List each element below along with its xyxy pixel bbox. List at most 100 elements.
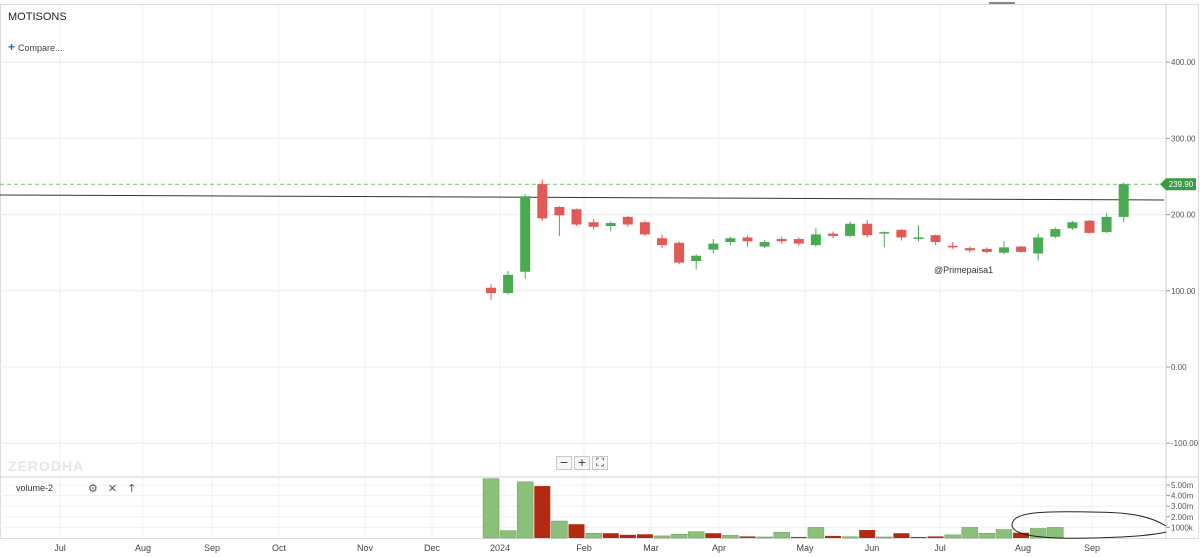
- candle-body: [537, 184, 548, 219]
- volume-bar: [499, 530, 517, 539]
- volume-bar: [534, 486, 551, 538]
- candle-body: [639, 222, 650, 235]
- candle-body: [742, 237, 753, 242]
- volume-bar: [859, 530, 876, 538]
- candle-body: [793, 238, 804, 244]
- volume-bar: [790, 536, 807, 538]
- candle-body: [845, 223, 856, 236]
- volume-bar: [568, 524, 585, 538]
- volume-bar: [961, 527, 979, 539]
- x-tick-label: Feb: [576, 543, 592, 553]
- volume-bar: [1029, 528, 1047, 539]
- volume-indicator-label: volume-2: [16, 483, 54, 493]
- candle-body: [674, 242, 685, 263]
- add-icon: +: [8, 40, 16, 54]
- candle-body: [486, 287, 496, 294]
- candle-body: [930, 235, 941, 243]
- volume-bar: [807, 527, 825, 539]
- candle-body: [947, 245, 958, 248]
- candle-body: [1084, 220, 1095, 233]
- volume-bar: [927, 536, 944, 538]
- arrow-up-icon[interactable]: ↑: [127, 482, 137, 495]
- volume-bar: [876, 536, 893, 539]
- candle-body: [622, 216, 633, 225]
- candle-body: [862, 223, 873, 236]
- candle-body: [725, 238, 736, 243]
- symbol-title[interactable]: MOTISONS: [8, 11, 67, 23]
- price-tag-bg: [1160, 178, 1196, 191]
- trendline: [0, 194, 1165, 201]
- chart-frame: [0, 4, 1199, 539]
- volume-bar: [482, 478, 500, 539]
- y-tick-label: 0.00: [1171, 363, 1187, 372]
- volume-bar: [722, 535, 739, 539]
- volume-tick-label: 3.00m: [1171, 502, 1194, 511]
- volume-bar: [670, 534, 688, 539]
- zoom-controls: − + ⛶: [556, 456, 608, 470]
- volume-bar: [687, 531, 705, 539]
- volume-bar: [841, 536, 859, 539]
- volume-bar: [516, 481, 534, 539]
- x-tick-label: Dec: [424, 543, 441, 553]
- volume-indicator-tools: ⚙ ✕ ↑: [88, 482, 136, 495]
- settings-icon[interactable]: ⚙: [88, 482, 98, 495]
- volume-bar: [773, 531, 790, 539]
- candle-body: [503, 274, 514, 294]
- compare-button[interactable]: + Compare...: [8, 40, 63, 54]
- y-tick-label: 100.00: [1171, 287, 1196, 296]
- x-tick-label: Mar: [643, 543, 659, 553]
- volume-bar: [653, 535, 671, 539]
- candle-body: [691, 255, 702, 262]
- y-tick-label: 300.00: [1171, 134, 1196, 143]
- annotation-circle: [1011, 511, 1167, 539]
- fullscreen-button[interactable]: ⛶: [592, 456, 608, 470]
- candle-body: [810, 234, 821, 246]
- volume-bar: [705, 533, 722, 538]
- compare-label: Compare...: [18, 43, 63, 53]
- volume-bar: [995, 529, 1013, 539]
- volume-bar: [1047, 527, 1064, 539]
- volume-bar: [910, 536, 927, 538]
- signature-label: @Primepaisa1: [934, 265, 993, 275]
- volume-tick-label: 1000k: [1171, 523, 1194, 532]
- x-tick-label: 2024: [490, 543, 510, 553]
- candle-body: [1033, 237, 1044, 254]
- candle-body: [776, 238, 787, 242]
- volume-bar: [1013, 532, 1030, 538]
- volume-bar: [944, 534, 961, 539]
- volume-tick-label: 5.00m: [1171, 481, 1194, 490]
- candle-body: [1101, 216, 1112, 233]
- y-tick-label: 200.00: [1171, 211, 1196, 220]
- volume-bar: [602, 533, 619, 538]
- volume-bar: [551, 520, 568, 539]
- zoom-in-button[interactable]: +: [574, 456, 590, 470]
- candle-body: [554, 206, 565, 216]
- x-tick-label: Aug: [1015, 543, 1031, 553]
- x-tick-label: Jul: [54, 543, 66, 553]
- close-icon[interactable]: ✕: [107, 482, 118, 495]
- zerodha-watermark: ZERODHA: [8, 458, 85, 474]
- volume-bar: [619, 534, 636, 538]
- candle-body: [708, 243, 719, 250]
- volume-bar: [978, 532, 996, 539]
- y-tick-label: -100.00: [1171, 439, 1199, 448]
- candle-body: [913, 237, 924, 239]
- candle-body: [759, 242, 770, 247]
- candle-body: [520, 196, 531, 272]
- x-tick-label: Jun: [865, 543, 880, 553]
- x-tick-label: Nov: [357, 543, 374, 553]
- candle-body: [571, 209, 582, 225]
- volume-bar: [636, 534, 653, 538]
- candle-body: [588, 222, 599, 227]
- volume-bar: [825, 535, 841, 538]
- volume-tick-label: 4.00m: [1171, 492, 1194, 501]
- x-tick-label: Aug: [135, 543, 151, 553]
- candle-body: [605, 222, 616, 227]
- volume-bar: [893, 533, 910, 538]
- volume-bar: [585, 532, 602, 539]
- candle-body: [657, 238, 667, 246]
- zoom-out-button[interactable]: −: [556, 456, 572, 470]
- candle-body: [879, 232, 890, 234]
- volume-bar: [756, 536, 773, 539]
